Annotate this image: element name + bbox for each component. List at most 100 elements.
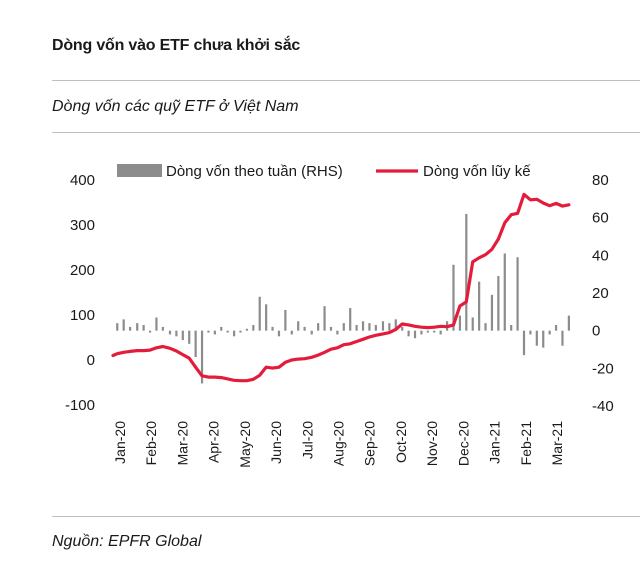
weekly-flow-bar [213,330,216,335]
right-axis-tick-label: 80 [592,172,609,189]
weekly-flow-bar [426,330,429,333]
weekly-flow-bar [349,308,352,331]
x-axis-tick-label: Mar-20 [174,421,190,466]
weekly-flow-bar [116,323,119,331]
weekly-flow-bar [310,330,313,335]
left-axis-tick-label: 300 [70,217,95,234]
weekly-flow-bar [361,321,365,331]
etf-flow-chart: -100 0 100 200 300 400 -40 -20 0 20 40 60 80 Jan-20 Fe… [65,163,614,468]
weekly-flow-bar [142,325,145,331]
weekly-flow-bar [155,317,158,331]
weekly-flow-bar [277,330,281,337]
weekly-flow-bar [336,330,339,335]
weekly-flow-bar [516,257,519,331]
weekly-flow-bar [148,330,152,333]
weekly-flow-bar [128,326,132,331]
weekly-flow-bar [329,326,333,331]
weekly-flow-bar [548,330,551,335]
weekly-flow-bar [529,330,532,335]
weekly-flow-bar [465,213,468,331]
weekly-flow-bar [490,294,494,331]
x-axis-tick-label: Jul-20 [299,421,315,459]
x-axis-tick-label: Jun-20 [268,421,284,464]
weekly-flow-bar [503,253,506,331]
weekly-flow-bar [452,264,455,331]
weekly-flow-bar [284,309,287,331]
weekly-flow-bar [420,330,423,335]
weekly-flow-bar [220,326,223,331]
weekly-flow-bar [535,330,538,346]
weekly-flow-bar [355,325,358,331]
weekly-flow-bar [368,323,371,331]
weekly-flow-bar [342,323,345,331]
left-axis-tick-label: -100 [65,397,95,414]
weekly-flow-bar [388,323,391,331]
weekly-flow-bar [458,315,461,331]
source-note: Nguồn: EPFR Global [52,533,202,550]
cumulative-flow-line [111,192,571,383]
weekly-flow-bar [484,323,487,331]
weekly-flow-bar [252,325,255,331]
weekly-flow-bar [290,330,293,335]
weekly-flow-bar [542,330,545,348]
weekly-flow-bar [161,326,164,331]
x-axis-tick-label: Jan-20 [112,421,128,464]
right-axis-tick-label: -20 [592,360,614,377]
x-axis-tick-label: Feb-20 [143,421,159,466]
x-axis-tick-label: Jan-21 [487,421,503,464]
weekly-flow-bar [181,330,184,341]
weekly-flow-bar [271,326,274,331]
weekly-flow-bar [303,326,306,331]
right-axis-tick-label: 0 [592,323,600,340]
weekly-flow-bar [168,330,172,335]
x-axis-tick-label: Sep-20 [362,421,378,466]
weekly-flow-bar [497,276,500,331]
weekly-flow-bar [239,330,242,333]
x-axis-tick-label: Feb-21 [518,421,534,466]
weekly-flow-bar [554,325,558,331]
footer-divider [52,516,640,517]
weekly-flow-bar [265,304,268,331]
weekly-flow-bar [194,330,197,358]
weekly-flow-bar [374,325,377,331]
weekly-flow-bar [245,328,249,331]
weekly-flow-bar [175,330,178,337]
right-axis-tick-label: 20 [592,285,609,302]
right-axis-tick-label: 60 [592,210,609,227]
subtitle-divider [52,132,640,133]
right-axis-tick-label: -40 [592,398,614,415]
right-axis-tick-label: 40 [592,247,609,264]
x-axis-tick-label: Mar-21 [549,421,565,466]
left-axis-tick-label: 200 [70,262,95,279]
x-axis-tick-label: Dec-20 [455,421,471,466]
weekly-flow-bar [478,281,481,331]
weekly-flow-bar [394,319,397,331]
x-axis-tick-label: Nov-20 [424,421,440,466]
weekly-flow-bar [471,317,474,331]
weekly-flow-bar [561,330,564,346]
weekly-flow-bar [136,323,139,331]
weekly-flow-bar [522,330,526,356]
x-axis-tick-label: Apr-20 [206,421,222,463]
weekly-flow-bar [407,330,410,337]
weekly-flow-bar [122,319,125,331]
left-axis-tick-label: 0 [87,352,95,369]
weekly-flow-bar [297,321,300,331]
weekly-flow-bar [207,330,210,333]
chart-subtitle: Dòng vốn các quỹ ETF ở Việt Nam [52,98,299,115]
weekly-flow-bar [381,321,385,331]
legend-bar-swatch [117,164,162,177]
weekly-flow-bar [188,330,191,344]
weekly-flow-bar [413,330,417,339]
weekly-flow-bar [323,306,326,331]
page-title: Dòng vốn vào ETF chưa khởi sắc [52,37,301,54]
weekly-flow-bar [317,323,320,331]
weekly-flow-bar [433,330,436,333]
weekly-flow-bar [401,326,404,331]
weekly-flow-bar [258,296,261,331]
weekly-flow-bar [439,330,442,335]
legend-bar-label: Dòng vốn theo tuần (RHS) [166,163,343,180]
weekly-flow-bar [232,330,236,337]
weekly-flow-bar [510,325,513,331]
title-divider [52,80,640,81]
